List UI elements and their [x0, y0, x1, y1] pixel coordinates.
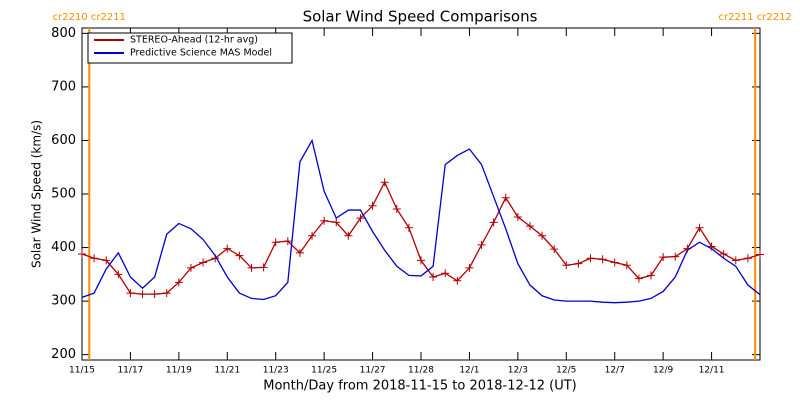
annotation: cr2211 cr2212 [719, 12, 792, 23]
x-tick-label: 12/1 [459, 366, 479, 376]
point-marker [453, 276, 462, 285]
point-marker [538, 231, 547, 240]
point-marker [756, 250, 764, 259]
point-marker [659, 253, 668, 262]
point-marker [513, 213, 522, 222]
chart-title: Solar Wind Speed Comparisons [303, 8, 538, 26]
x-tick-label: 11/27 [360, 366, 386, 376]
x-tick-label: 12/3 [508, 366, 528, 376]
x-tick-label: 12/9 [653, 366, 673, 376]
point-marker [647, 271, 656, 280]
point-marker [320, 216, 329, 225]
annotation: cr2210 cr2211 [53, 12, 126, 23]
point-marker [574, 259, 583, 268]
point-marker [247, 263, 256, 272]
y-tick-label: 500 [51, 187, 76, 202]
point-marker [368, 201, 377, 210]
legend-box [87, 32, 293, 64]
series-line [81, 138, 761, 304]
point-marker [102, 256, 111, 265]
x-tick-label: 12/7 [605, 366, 625, 376]
series-line [81, 180, 761, 295]
x-tick-label: 11/21 [214, 366, 240, 376]
point-marker [114, 270, 123, 279]
point-marker [610, 258, 619, 267]
point-marker [380, 178, 389, 187]
y-tick-label: 300 [51, 294, 76, 309]
point-marker [634, 274, 643, 283]
point-marker [417, 256, 425, 265]
point-marker [283, 237, 292, 246]
legend-label: STEREO-Ahead (12-hr avg) [130, 35, 258, 46]
point-marker [295, 248, 304, 257]
x-tick-label: 11/23 [263, 366, 289, 376]
point-marker [501, 193, 510, 202]
point-marker [308, 231, 317, 240]
y-tick-label: 200 [51, 347, 76, 362]
x-tick-label: 11/17 [117, 366, 143, 376]
point-marker [186, 263, 195, 272]
point-marker [344, 231, 353, 240]
point-marker [392, 204, 401, 213]
point-marker [223, 244, 232, 253]
point-marker [174, 278, 183, 287]
y-tick-label: 600 [51, 133, 76, 148]
point-marker [586, 254, 595, 263]
point-marker [90, 254, 99, 263]
point-marker [550, 245, 559, 254]
point-marker [671, 252, 680, 261]
point-marker [731, 256, 740, 265]
point-marker [743, 254, 752, 263]
x-tick-label: 12/5 [556, 366, 576, 376]
point-marker [489, 218, 498, 227]
x-tick-label: 11/28 [408, 366, 434, 376]
legend-label: Predictive Science MAS Model [130, 48, 272, 59]
y-tick-label: 800 [51, 26, 76, 41]
point-marker [332, 218, 341, 227]
plot-frame [81, 27, 761, 361]
point-marker [477, 240, 486, 249]
point-marker [138, 290, 147, 299]
point-marker [259, 263, 268, 272]
point-marker [465, 263, 474, 272]
y-tick-label: 700 [51, 79, 76, 94]
point-marker [719, 249, 728, 258]
y-axis-label: Solar Wind Speed (km/s) [30, 120, 44, 268]
point-marker [78, 249, 86, 258]
point-marker [525, 222, 534, 231]
point-marker [562, 261, 571, 270]
x-tick-label: 11/15 [69, 366, 95, 376]
point-marker [356, 214, 365, 223]
point-marker [622, 261, 631, 270]
x-tick-label: 11/19 [166, 366, 192, 376]
point-marker [441, 269, 450, 278]
y-tick-label: 400 [51, 240, 76, 255]
point-marker [429, 273, 438, 281]
point-marker [695, 223, 704, 232]
point-marker [235, 251, 244, 260]
point-marker [150, 290, 159, 299]
point-marker [404, 223, 413, 232]
point-marker [162, 289, 171, 298]
point-marker [126, 289, 135, 298]
x-tick-label: 12/11 [699, 366, 725, 376]
point-marker [271, 238, 280, 247]
x-axis-label: Month/Day from 2018-11-15 to 2018-12-12 … [263, 379, 576, 394]
point-marker [199, 258, 208, 267]
x-tick-label: 11/25 [311, 366, 337, 376]
point-marker [598, 255, 607, 264]
